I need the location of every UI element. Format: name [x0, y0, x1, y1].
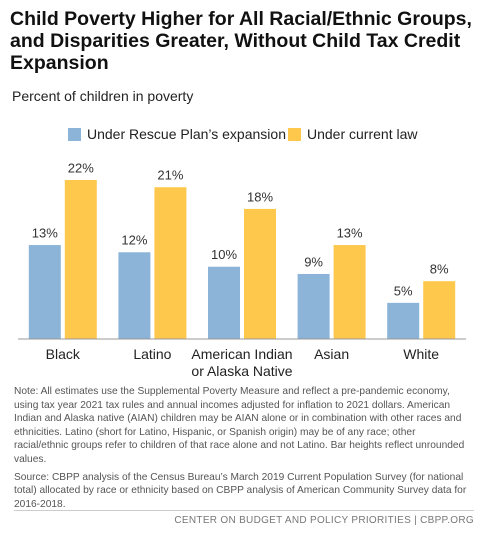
value-label: 13% [32, 225, 58, 240]
note: Note: All estimates use the Supplemental… [14, 386, 465, 465]
bar [64, 180, 97, 339]
legend-swatch [68, 128, 81, 141]
footer-rule [14, 510, 474, 511]
bar [118, 252, 151, 339]
value-label: 10% [211, 247, 237, 262]
source: Source: CBPP analysis of the Census Bure… [14, 471, 467, 510]
footer: CENTER ON BUDGET AND POLICY PRIORITIES |… [174, 515, 474, 526]
value-label: 21% [157, 168, 183, 183]
bar [297, 273, 330, 339]
value-label: 18% [247, 189, 273, 204]
value-label: 9% [304, 254, 323, 269]
bar [244, 208, 276, 339]
bar [208, 266, 240, 339]
bar [154, 187, 187, 339]
value-label: 12% [121, 233, 147, 248]
x-tick-label: Black [45, 346, 80, 362]
legend-label: Under Rescue Plan’s expansion [87, 126, 286, 142]
chart-title: Child Poverty Higher for All Racial/Ethn… [10, 8, 472, 74]
bar [333, 245, 366, 339]
value-label: 5% [394, 283, 413, 298]
value-label: 8% [430, 262, 449, 277]
value-label: 13% [337, 225, 363, 240]
x-tick-label: American Indian or Alaska Native [191, 346, 293, 379]
bar [423, 281, 456, 339]
chart-subtitle: Percent of children in poverty [12, 88, 194, 104]
value-label: 22% [68, 160, 94, 175]
x-tick-label: Latino [133, 346, 172, 362]
x-tick-label: White [403, 346, 440, 362]
bar [28, 245, 61, 339]
legend-label: Under current law [307, 126, 418, 142]
x-tick-label: Asian [314, 346, 350, 362]
legend-swatch [288, 128, 301, 141]
bar [387, 302, 420, 339]
notes: Note: All estimates use the Supplemental… [14, 385, 472, 515]
